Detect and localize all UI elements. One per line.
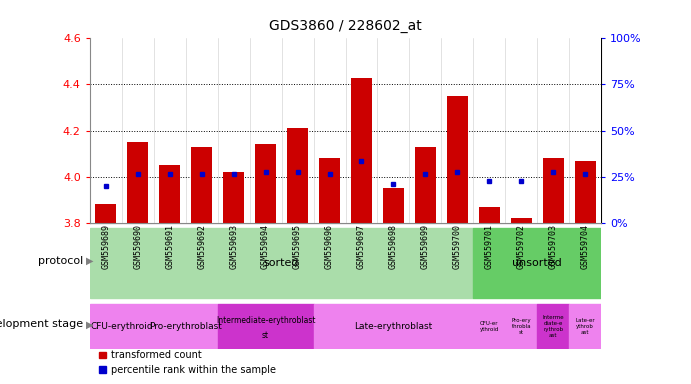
Bar — [90, 228, 473, 298]
Text: Late-er
ythrob
ast: Late-er ythrob ast — [576, 318, 595, 335]
Bar — [90, 304, 153, 349]
Legend: transformed count, percentile rank within the sample: transformed count, percentile rank withi… — [95, 346, 280, 379]
Text: GDS3860 / 228602_at: GDS3860 / 228602_at — [269, 19, 422, 33]
Text: unsorted: unsorted — [513, 258, 562, 268]
Text: CFU-er
ythroid: CFU-er ythroid — [480, 321, 499, 332]
Text: ▶: ▶ — [86, 256, 94, 266]
Bar — [191, 147, 212, 223]
Bar — [153, 304, 218, 349]
Text: development stage: development stage — [0, 319, 83, 329]
Bar — [351, 78, 372, 223]
Text: protocol: protocol — [38, 256, 83, 266]
Bar — [473, 228, 601, 298]
Bar — [319, 158, 340, 223]
Text: CFU-erythroid: CFU-erythroid — [91, 322, 153, 331]
Text: sorted: sorted — [264, 258, 299, 268]
Text: Intermediate-erythroblast: Intermediate-erythroblast — [216, 316, 315, 325]
Bar — [575, 161, 596, 223]
Bar — [95, 204, 116, 223]
Bar — [127, 142, 148, 223]
Text: Pro-erythroblast: Pro-erythroblast — [149, 322, 222, 331]
Bar — [255, 144, 276, 223]
Text: Late-erythroblast: Late-erythroblast — [354, 322, 433, 331]
Bar — [287, 128, 308, 223]
Bar — [537, 304, 569, 349]
Bar — [511, 218, 531, 223]
Text: Pro-ery
throbla
st: Pro-ery throbla st — [511, 318, 531, 335]
Bar — [569, 304, 601, 349]
Bar — [473, 304, 505, 349]
Bar — [415, 147, 436, 223]
Bar — [218, 304, 314, 349]
Bar — [479, 207, 500, 223]
Text: Interme
diate-e
rythrob
ast: Interme diate-e rythrob ast — [542, 315, 564, 338]
Bar — [447, 96, 468, 223]
Text: ▶: ▶ — [86, 319, 94, 329]
Bar — [223, 172, 244, 223]
Bar — [505, 304, 537, 349]
Bar — [383, 188, 404, 223]
Bar — [543, 158, 564, 223]
Bar — [160, 165, 180, 223]
Bar — [314, 304, 473, 349]
Text: st: st — [262, 331, 269, 340]
